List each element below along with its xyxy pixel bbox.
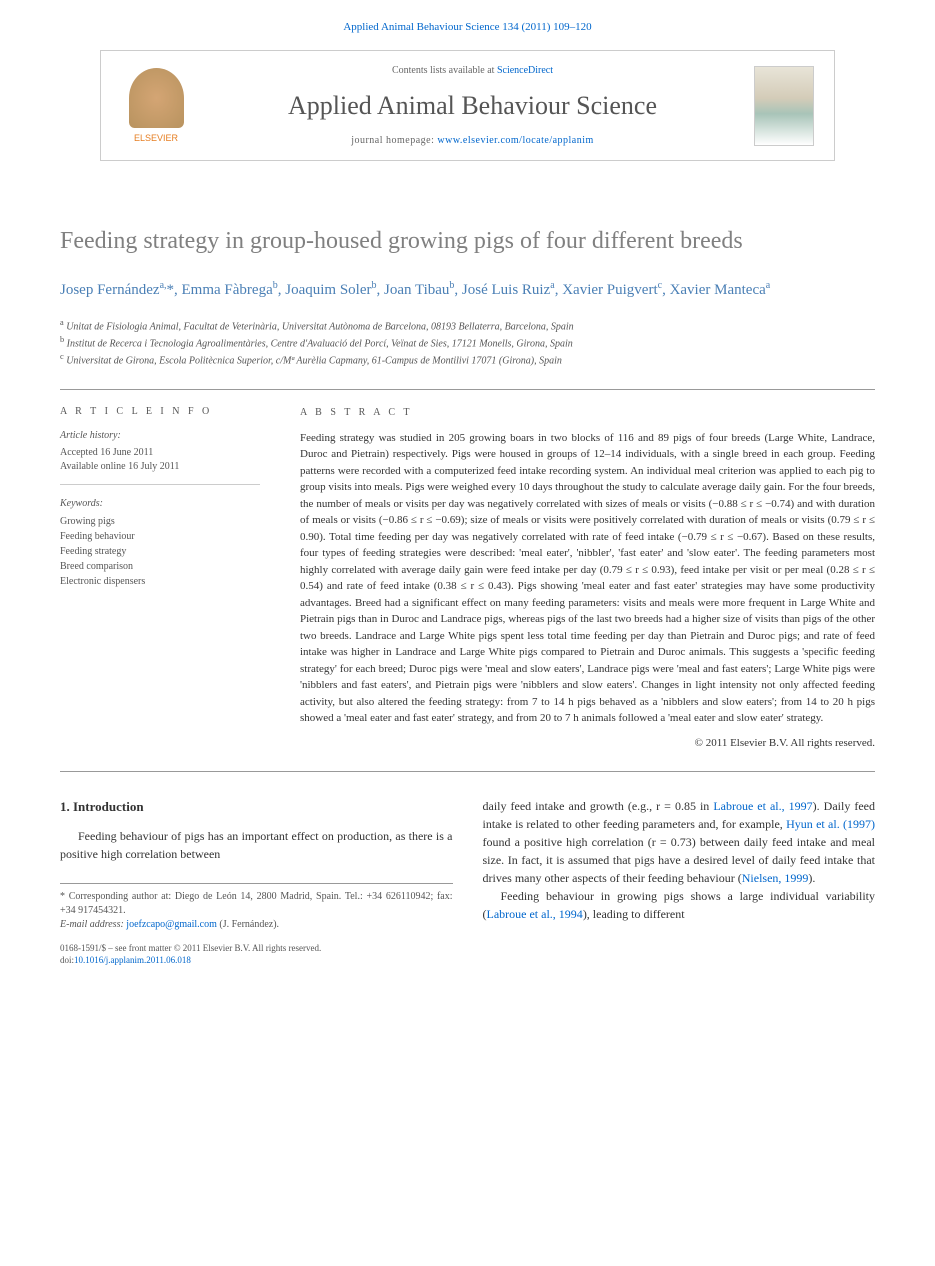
- journal-ref-link[interactable]: Applied Animal Behaviour Science 134 (20…: [343, 21, 591, 33]
- affiliation-c: c Universitat de Girona, Escola Politècn…: [60, 351, 875, 368]
- article-title: Feeding strategy in group-housed growing…: [60, 226, 875, 257]
- abstract: A B S T R A C T Feeding strategy was stu…: [300, 405, 875, 752]
- elsevier-logo[interactable]: ELSEVIER: [121, 63, 191, 148]
- elsevier-label: ELSEVIER: [134, 132, 178, 145]
- article-info-heading: A R T I C L E I N F O: [60, 405, 260, 419]
- copyright: © 2011 Elsevier B.V. All rights reserved…: [300, 735, 875, 752]
- doi-line: doi:10.1016/j.applanim.2011.06.018: [60, 954, 875, 967]
- email-link[interactable]: joefzcapo@gmail.com: [126, 919, 217, 930]
- keyword-item: Electronic dispensers: [60, 574, 260, 589]
- main-content: 1. Introduction Feeding behaviour of pig…: [60, 797, 875, 932]
- abstract-text: Feeding strategy was studied in 205 grow…: [300, 430, 875, 727]
- issn-line: 0168-1591/$ – see front matter © 2011 El…: [60, 942, 875, 955]
- header-box: ELSEVIER Contents lists available at Sci…: [100, 50, 835, 161]
- divider: [60, 389, 875, 390]
- ref-nielsen-1999[interactable]: Nielsen, 1999: [742, 871, 809, 885]
- authors: Josep Fernándeza,*, Emma Fàbregab, Joaqu…: [60, 278, 875, 302]
- keywords-list: Growing pigsFeeding behaviourFeeding str…: [60, 514, 260, 589]
- keyword-item: Breed comparison: [60, 559, 260, 574]
- article-body: Feeding strategy in group-housed growing…: [0, 226, 935, 931]
- email-label: E-mail address:: [60, 919, 126, 930]
- abstract-heading: A B S T R A C T: [300, 405, 875, 420]
- homepage-label: journal homepage:: [351, 135, 437, 146]
- corresponding-author: * Corresponding author at: Diego de León…: [60, 890, 453, 918]
- column-right: daily feed intake and growth (e.g., r = …: [483, 797, 876, 932]
- article-info: A R T I C L E I N F O Article history: A…: [60, 405, 260, 752]
- intro-para-2: daily feed intake and growth (e.g., r = …: [483, 797, 876, 887]
- ref-hyun-1997[interactable]: Hyun et al. (1997): [786, 817, 875, 831]
- article-history-block: Article history: Accepted 16 June 2011 A…: [60, 429, 260, 485]
- journal-title: Applied Animal Behaviour Science: [211, 88, 734, 124]
- header-center: Contents lists available at ScienceDirec…: [191, 64, 754, 148]
- email-who: (J. Fernández).: [217, 919, 279, 930]
- info-abstract-row: A R T I C L E I N F O Article history: A…: [60, 405, 875, 752]
- contents-available: Contents lists available at ScienceDirec…: [211, 64, 734, 78]
- divider: [60, 771, 875, 772]
- online-date: Available online 16 July 2011: [60, 460, 260, 474]
- elsevier-tree-icon: [129, 68, 184, 128]
- keyword-item: Feeding strategy: [60, 544, 260, 559]
- keyword-item: Feeding behaviour: [60, 529, 260, 544]
- intro-para-1: Feeding behaviour of pigs has an importa…: [60, 827, 453, 863]
- affiliation-b: b Institut de Recerca i Tecnologia Agroa…: [60, 334, 875, 351]
- intro-para-3: Feeding behaviour in growing pigs shows …: [483, 887, 876, 923]
- page-header: Applied Animal Behaviour Science 134 (20…: [0, 0, 935, 196]
- footnotes: * Corresponding author at: Diego de León…: [60, 883, 453, 932]
- section-heading-intro: 1. Introduction: [60, 797, 453, 817]
- affiliation-a: a Unitat de Fisiologia Animal, Facultat …: [60, 317, 875, 334]
- history-label: Article history:: [60, 429, 260, 443]
- doi-link[interactable]: 10.1016/j.applanim.2011.06.018: [74, 955, 191, 965]
- contents-text: Contents lists available at: [392, 65, 497, 76]
- keyword-item: Growing pigs: [60, 514, 260, 529]
- sciencedirect-link[interactable]: ScienceDirect: [497, 65, 553, 76]
- affiliations: a Unitat de Fisiologia Animal, Facultat …: [60, 317, 875, 369]
- journal-cover-thumbnail[interactable]: [754, 66, 814, 146]
- page-footer: 0168-1591/$ – see front matter © 2011 El…: [0, 932, 935, 997]
- ref-labroue-1997[interactable]: Labroue et al., 1997: [713, 799, 812, 813]
- journal-reference: Applied Animal Behaviour Science 134 (20…: [60, 20, 875, 35]
- homepage-link[interactable]: www.elsevier.com/locate/applanim: [437, 135, 593, 146]
- keywords-label: Keywords:: [60, 497, 260, 511]
- journal-homepage: journal homepage: www.elsevier.com/locat…: [211, 134, 734, 148]
- ref-labroue-1994[interactable]: Labroue et al., 1994: [487, 907, 583, 921]
- keywords-block: Keywords: Growing pigsFeeding behaviourF…: [60, 497, 260, 599]
- email-line: E-mail address: joefzcapo@gmail.com (J. …: [60, 918, 453, 932]
- accepted-date: Accepted 16 June 2011: [60, 446, 260, 460]
- column-left: 1. Introduction Feeding behaviour of pig…: [60, 797, 453, 932]
